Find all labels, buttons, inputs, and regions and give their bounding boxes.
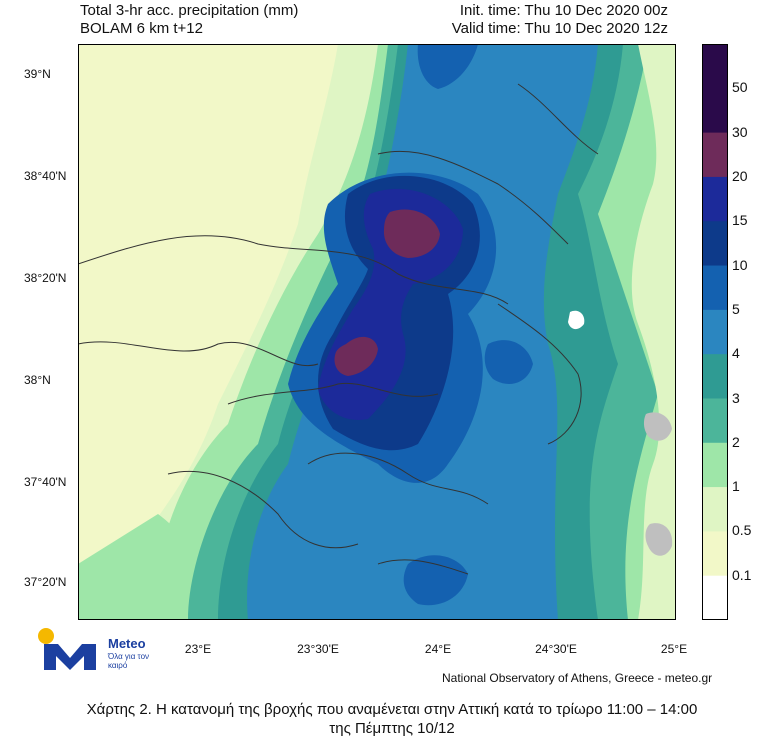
lat-label-38n: 38°N	[24, 373, 51, 387]
land-island-2	[645, 523, 673, 556]
colorbar-cell	[702, 309, 728, 355]
coastlines	[78, 83, 599, 575]
precip-area-0.5	[78, 44, 338, 564]
colorbar-cell	[702, 221, 728, 267]
colorbar-label: 5	[732, 300, 740, 317]
colorbar-cell	[702, 132, 728, 178]
credit-text: National Observatory of Athens, Greece -…	[442, 671, 713, 685]
lon-label-24e: 24°E	[424, 642, 452, 656]
lon-label-23e: 23°E	[184, 642, 212, 656]
colorbar-label: 1	[732, 478, 740, 495]
logo-tagline: Όλα για τον καιρό	[108, 652, 150, 670]
colorbar-cell	[702, 44, 728, 89]
colorbar-cell	[702, 265, 728, 311]
lon-label-23-30e: 23°30'E	[297, 642, 339, 656]
valid-time: Valid time: Thu 10 Dec 2020 12z	[451, 20, 668, 37]
colorbar-cell	[702, 354, 728, 399]
colorbar-label: 20	[732, 167, 748, 184]
meteo-logo	[38, 628, 96, 670]
colorbar-cell	[702, 442, 728, 488]
lat-label-37-40n: 37°40'N	[24, 475, 67, 489]
colorbar-label: 50	[732, 79, 748, 96]
land-island-1	[643, 412, 672, 441]
figure-caption: Χάρτης 2. Η κατανομή της βροχής που αναμ…	[0, 700, 784, 738]
colorbar-cell	[702, 487, 728, 532]
caption-line-2: της Πέμπτης 10/12	[329, 720, 455, 737]
lat-label-38-40n: 38°40'N	[24, 169, 67, 183]
precipitation-map	[78, 44, 676, 620]
colorbar-label: 15	[732, 212, 748, 229]
colorbar-cell	[702, 398, 728, 444]
map-title: Total 3-hr acc. precipitation (mm) BOLAM…	[80, 2, 298, 38]
colorbar-cell	[702, 531, 728, 577]
lat-label-37-20n: 37°20'N	[24, 575, 67, 589]
colorbar-label: 30	[732, 123, 748, 140]
title-line-1: Total 3-hr acc. precipitation (mm)	[80, 2, 299, 19]
precip-core-south	[334, 336, 378, 376]
colorbar-cell	[702, 575, 728, 620]
colorbar-cell	[702, 88, 728, 134]
precip-patch-se	[403, 555, 468, 606]
map-frame	[78, 44, 676, 620]
init-time: Init. time: Thu 10 Dec 2020 00z	[459, 2, 668, 19]
precip-area-east-light	[631, 44, 676, 620]
lon-label-25e: 25°E	[660, 642, 688, 656]
colorbar-label: 0.1	[732, 566, 752, 583]
colorbar-label: 10	[732, 256, 748, 273]
sun-icon	[38, 628, 54, 644]
caption-line-1: Χάρτης 2. Η κατανομή της βροχής που αναμ…	[86, 701, 698, 718]
time-info: Init. time: Thu 10 Dec 2020 00z Valid ti…	[452, 2, 668, 38]
precip-patch-east	[484, 340, 533, 384]
colorbar-label: 2	[732, 433, 740, 450]
colorbar-label: 0.5	[732, 522, 752, 539]
colorbar-label: 4	[732, 345, 740, 362]
colorbar-cell	[702, 176, 728, 222]
m-mark-icon	[44, 644, 96, 670]
precip-patch-north	[417, 44, 478, 89]
title-line-2: BOLAM 6 km t+12	[80, 20, 203, 37]
logo-name: Meteo	[108, 636, 146, 651]
lon-label-24-30e: 24°30'E	[535, 642, 577, 656]
lat-label-38-20n: 38°20'N	[24, 271, 67, 285]
white-gap	[568, 310, 585, 330]
colorbar	[702, 44, 728, 620]
precip-core-north	[383, 209, 440, 258]
colorbar-label: 3	[732, 389, 740, 406]
lat-label-39n: 39°N	[24, 67, 51, 81]
